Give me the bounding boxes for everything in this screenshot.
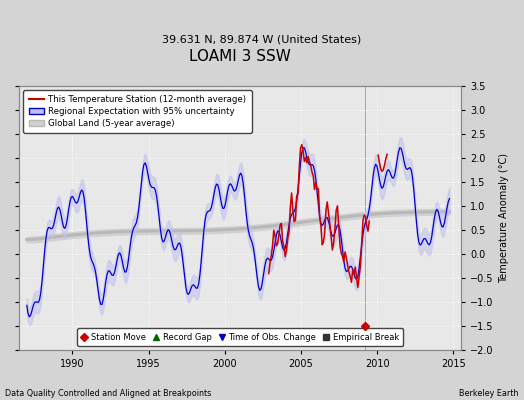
Y-axis label: Temperature Anomaly (°C): Temperature Anomaly (°C) (499, 153, 509, 283)
Text: Berkeley Earth: Berkeley Earth (460, 389, 519, 398)
Legend: Station Move, Record Gap, Time of Obs. Change, Empirical Break: Station Move, Record Gap, Time of Obs. C… (77, 328, 403, 346)
Text: Data Quality Controlled and Aligned at Breakpoints: Data Quality Controlled and Aligned at B… (5, 389, 212, 398)
Title: LOAMI 3 SSW: LOAMI 3 SSW (189, 49, 291, 64)
Text: 39.631 N, 89.874 W (United States): 39.631 N, 89.874 W (United States) (162, 34, 362, 44)
